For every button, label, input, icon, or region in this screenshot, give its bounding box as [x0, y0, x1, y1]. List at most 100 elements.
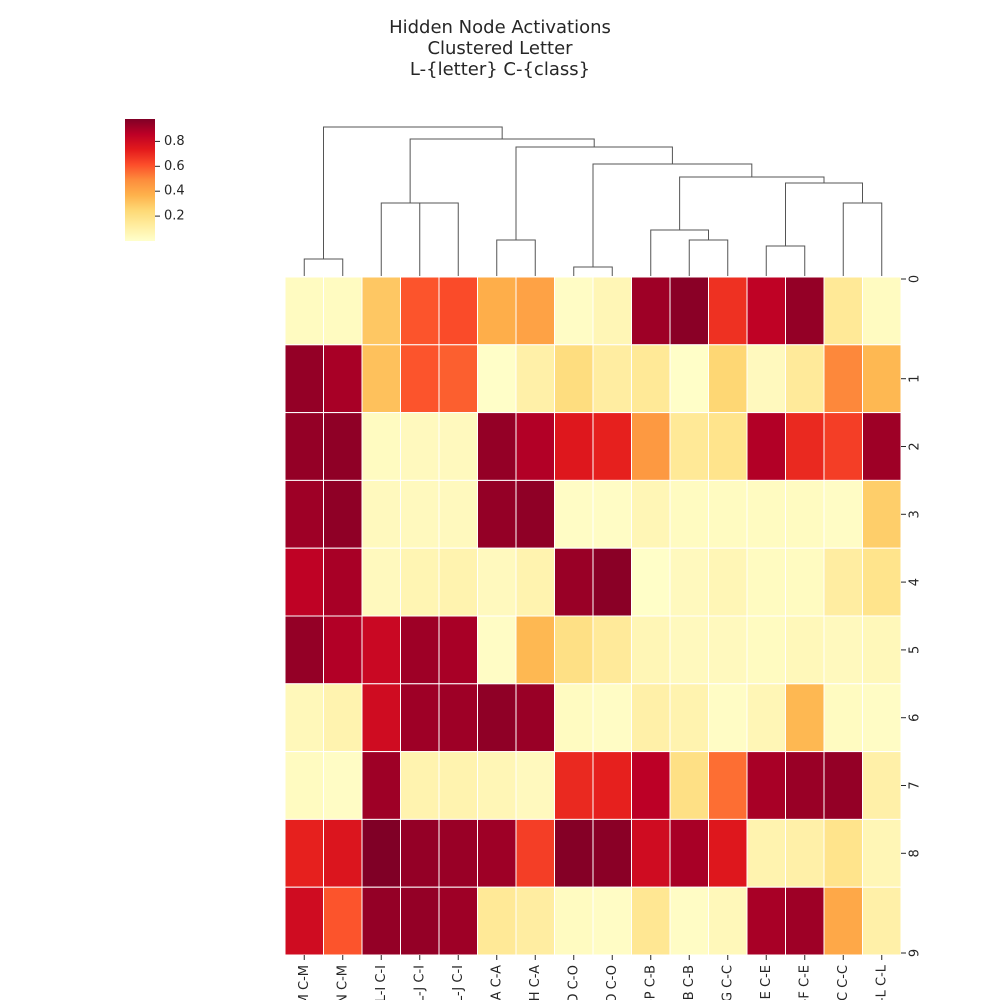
heatmap-cell-r3-c4: [438, 479, 478, 549]
heatmap-cell-r8-c15: [862, 818, 902, 888]
heatmap-cell-r7-c13: [785, 751, 825, 820]
heatmap-cell-r1-c6: [515, 344, 555, 414]
heatmap-cell-r6-c4: [438, 683, 478, 753]
column-label-6: L-H C-A: [528, 965, 543, 1000]
heatmap-cell-r3-c9: [631, 479, 671, 549]
colorbar-label-1: 0.4: [164, 184, 185, 199]
heatmap-cell-r5-c0: [284, 615, 324, 685]
heatmap-cell-r1-c13: [785, 344, 825, 414]
column-label-14: L-C C-C: [836, 965, 851, 1000]
heatmap-cell-r7-c12: [746, 751, 786, 820]
title-line-1: Hidden Node Activations: [389, 17, 611, 38]
heatmap-cell-r5-c7: [554, 615, 594, 685]
heatmap-cell-r3-c11: [708, 479, 748, 549]
dendrogram-link-d: [380, 202, 439, 276]
heatmap-cell-r8-c12: [746, 818, 786, 888]
heatmap-cell-r8-c13: [785, 818, 825, 888]
heatmap-cell-r4-c15: [862, 547, 902, 617]
heatmap-cell-r4-c11: [708, 547, 748, 617]
heatmap-cell-r3-c2: [361, 479, 401, 549]
heatmap-cell-r8-c10: [669, 818, 709, 888]
heatmap-cell-r9-c15: [862, 886, 902, 956]
heatmap-grid: [284, 276, 902, 956]
heatmap-cell-r8-c1: [323, 818, 363, 888]
heatmap-cell-r2-c7: [554, 412, 594, 481]
heatmap-cell-r1-c15: [862, 344, 902, 414]
colorbar: 0.2 0.4 0.6 0.8: [125, 119, 185, 241]
heatmap-cell-r7-c0: [284, 751, 324, 820]
heatmap-cell-r9-c1: [323, 886, 363, 956]
heatmap-cell-r7-c5: [477, 751, 517, 820]
row-label-8: 8: [908, 849, 923, 857]
heatmap-cell-r1-c7: [554, 344, 594, 414]
heatmap-cell-r0-c13: [785, 276, 825, 346]
heatmap-cell-r1-c9: [631, 344, 671, 414]
heatmap-cell-r2-c9: [631, 412, 671, 481]
column-label-0: L-M C-M: [297, 965, 312, 1000]
heatmap-cell-r4-c9: [631, 547, 671, 617]
heatmap-cell-r5-c15: [862, 615, 902, 685]
dendrogram-link-c: [419, 202, 459, 276]
heatmap-cell-r1-c5: [477, 344, 517, 414]
heatmap-cell-r8-c8: [592, 818, 632, 888]
row-label-4: 4: [908, 578, 923, 586]
heatmap-cell-r1-c0: [284, 344, 324, 414]
heatmap-cell-r5-c6: [515, 615, 555, 685]
column-label-12: L-E C-E: [759, 965, 774, 1000]
heatmap-cell-r8-c2: [361, 818, 401, 888]
heatmap-cell-r6-c3: [400, 683, 440, 753]
row-label-6: 6: [908, 714, 923, 722]
heatmap-cell-r9-c10: [669, 886, 709, 956]
heatmap-cell-r4-c10: [669, 547, 709, 617]
heatmap-cell-r8-c9: [631, 818, 671, 888]
heatmap-cell-r1-c12: [746, 344, 786, 414]
dendrogram-link-g: [650, 229, 709, 276]
heatmap-cell-r7-c3: [400, 751, 440, 820]
heatmap-cell-r2-c8: [592, 412, 632, 481]
heatmap-cell-r4-c0: [284, 547, 324, 617]
row-label-7: 7: [908, 781, 923, 789]
heatmap-cell-r5-c8: [592, 615, 632, 685]
heatmap-cell-r8-c5: [477, 818, 517, 888]
heatmap-cell-r6-c6: [515, 683, 555, 753]
heatmap-cell-r6-c14: [823, 683, 863, 753]
heatmap-cell-r4-c2: [361, 547, 401, 617]
heatmap-cell-r0-c11: [708, 276, 748, 346]
column-label-2: L-I C-I: [374, 965, 389, 1000]
column-label-4: L-J C-I: [451, 965, 466, 1000]
column-label-11: L-G C-C: [720, 965, 735, 1000]
heatmap-cell-r2-c14: [823, 412, 863, 481]
heatmap-cell-r0-c9: [631, 276, 671, 346]
dendrogram-link-o: [323, 126, 503, 259]
column-label-5: L-A C-A: [489, 965, 504, 1000]
heatmap-cell-r2-c3: [400, 412, 440, 481]
column-label-8: L-O C-O: [605, 965, 620, 1000]
heatmap-cell-r7-c4: [438, 751, 478, 820]
heatmap-cell-r5-c12: [746, 615, 786, 685]
heatmap-cell-r4-c13: [785, 547, 825, 617]
heatmap-cell-r8-c7: [554, 818, 594, 888]
heatmap-cell-r1-c3: [400, 344, 440, 414]
heatmap-cell-r9-c0: [284, 886, 324, 956]
column-label-15: L-L C-L: [874, 964, 889, 1000]
heatmap-cell-r4-c14: [823, 547, 863, 617]
heatmap-cell-r7-c11: [708, 751, 748, 820]
title-line-3: L-{letter} C-{class}: [409, 59, 591, 80]
dendrogram-link-a: [303, 258, 344, 276]
column-label-7: L-D C-O: [566, 965, 581, 1000]
dendrogram-link-f: [688, 239, 729, 276]
heatmap-cell-r2-c12: [746, 412, 786, 481]
heatmap-cell-r4-c12: [746, 547, 786, 617]
heatmap-cell-r1-c10: [669, 344, 709, 414]
column-label-10: L-B C-B: [682, 965, 697, 1000]
column-dendrogram: [303, 126, 883, 276]
heatmap-cell-r2-c4: [438, 412, 478, 481]
row-label-9: 9: [908, 949, 923, 957]
row-tick-labels: 0 1 2 3 4 5 6 7 8 9: [901, 275, 923, 957]
dendrogram-link-e: [496, 239, 536, 276]
heatmap-cell-r4-c8: [592, 547, 632, 617]
heatmap-cell-r9-c11: [708, 886, 748, 956]
heatmap-cell-r9-c14: [823, 886, 863, 956]
heatmap-cell-r9-c8: [592, 886, 632, 956]
row-label-5: 5: [908, 646, 923, 654]
